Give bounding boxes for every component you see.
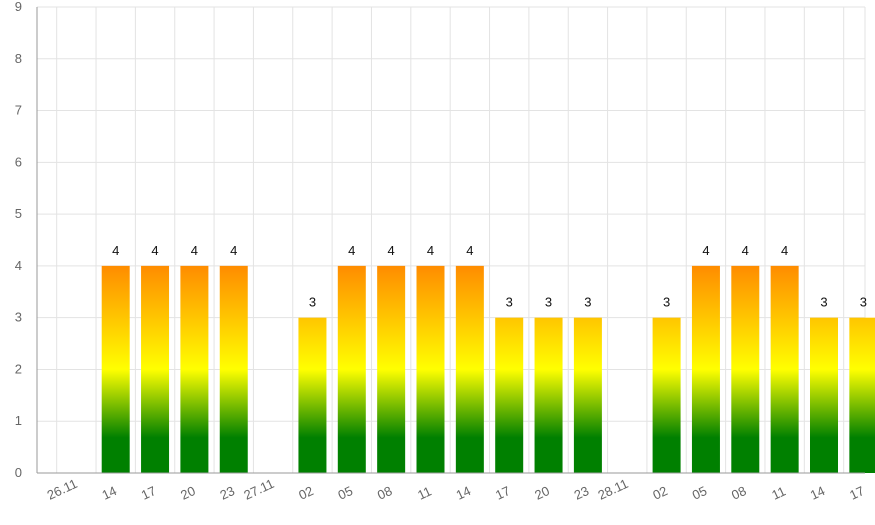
x-tick-label: 11 [769,483,788,502]
bar-value-label: 3 [860,295,867,310]
bar [298,317,327,473]
y-tick-label: 1 [15,413,22,428]
bar [455,265,484,473]
y-tick-label: 4 [15,258,22,273]
y-tick-label: 2 [15,361,22,376]
bar-value-label: 3 [663,295,670,310]
x-tick-label: 02 [650,483,669,503]
bar [377,265,406,473]
y-tick-label: 0 [15,465,22,480]
bar [219,265,248,473]
y-tick-label: 3 [15,310,22,325]
x-tick-label: 08 [729,483,748,503]
bars [101,265,875,473]
bar-value-label: 3 [506,295,513,310]
bar [416,265,445,473]
x-tick-label: 28.11 [596,476,631,503]
bar [849,317,875,473]
x-tick-label: 05 [690,483,709,503]
x-tick-label: 26.11 [45,476,80,503]
y-tick-label: 7 [15,103,22,118]
x-tick-label: 17 [493,483,512,503]
bar-value-label: 4 [388,243,395,258]
y-tick-label: 5 [15,206,22,221]
x-tick-label: 14 [100,483,119,503]
x-tick-label: 23 [218,483,237,503]
bar-value-label: 4 [466,243,473,258]
x-tick-label: 14 [808,483,827,503]
y-tick-label: 6 [15,154,22,169]
x-tick-label: 08 [375,483,394,503]
bar [534,317,563,473]
bar-value-label: 4 [191,243,198,258]
bar-value-label: 4 [427,243,434,258]
bar [691,265,720,473]
x-tick-label: 02 [296,483,315,503]
bar-value-label: 4 [348,243,355,258]
bar-value-label: 4 [702,243,709,258]
bar [180,265,209,473]
y-tick-label: 8 [15,51,22,66]
bar-value-label: 4 [151,243,158,258]
bar-value-label: 4 [230,243,237,258]
bar-value-label: 3 [820,295,827,310]
x-tick-label: 14 [454,483,473,503]
y-tick-label: 9 [15,0,22,14]
bar-value-label: 3 [545,295,552,310]
x-tick-label: 23 [572,483,591,503]
bar [337,265,366,473]
bar [652,317,681,473]
bar [731,265,760,473]
x-tick-label: 20 [178,483,197,503]
bar [770,265,799,473]
bar-value-label: 3 [584,295,591,310]
bar [810,317,838,473]
x-tick-label: 05 [336,483,355,503]
x-tick-label: 20 [532,483,551,503]
bar-value-label: 3 [309,295,316,310]
x-tick-label: 11 [415,483,434,502]
bar-value-label: 4 [781,243,788,258]
bar [573,317,602,473]
bar-value-label: 4 [742,243,749,258]
bar [101,265,130,473]
bar [495,317,524,473]
data-labels: 4 4 4 4 3 4 4 4 4 3 3 3 3 4 4 4 3 3 [112,243,867,310]
bar-value-label: 4 [112,243,119,258]
x-tick-label: 17 [847,483,866,503]
x-tick-label: 27.11 [241,476,276,503]
grid [37,6,866,474]
x-tick-label: 17 [139,483,158,503]
bar [141,265,170,473]
